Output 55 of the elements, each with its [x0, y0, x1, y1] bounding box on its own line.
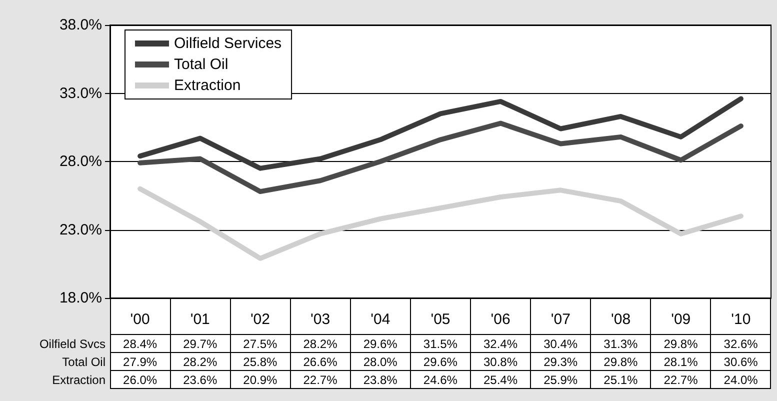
data-label: 23.6%	[170, 370, 230, 388]
y-tick-label: 38.0%	[59, 16, 102, 34]
data-label: 20.9%	[230, 370, 290, 388]
data-label: 25.8%	[230, 352, 290, 370]
data-label: 26.0%	[110, 370, 170, 388]
data-label: 24.6%	[410, 370, 470, 388]
x-tick-label: '01	[190, 311, 210, 328]
data-label: 26.6%	[290, 352, 350, 370]
data-label: 29.6%	[410, 352, 470, 370]
data-label: 29.8%	[590, 352, 651, 370]
text: Total Oil	[61, 354, 106, 370]
data-label: 32.6%	[710, 334, 771, 352]
data-label: 31.3%	[590, 334, 651, 352]
x-tick-label: '05	[430, 311, 450, 328]
data-label: 32.4%	[470, 334, 531, 352]
data-label: 23.8%	[350, 370, 410, 388]
data-label: 29.6%	[350, 334, 410, 352]
data-label: 30.6%	[710, 352, 771, 370]
text: Extraction	[51, 372, 106, 388]
data-label: 31.5%	[410, 334, 470, 352]
y-tick-label: 28.0%	[59, 153, 102, 170]
x-tick-label: '09	[671, 311, 691, 328]
data-label: 27.5%	[230, 334, 290, 352]
legend-label: Oilfield Services	[174, 35, 282, 52]
data-label: 30.8%	[470, 352, 531, 370]
data-label: 28.2%	[170, 352, 230, 370]
data-label: 28.2%	[290, 334, 350, 352]
x-tick-label: '02	[250, 311, 270, 328]
data-label: 29.7%	[170, 334, 230, 352]
data-label: 30.4%	[530, 334, 591, 352]
data-label: 24.0%	[710, 370, 771, 388]
data-label: 25.4%	[470, 370, 531, 388]
data-label: 25.9%	[530, 370, 591, 388]
data-label: 22.7%	[650, 370, 711, 388]
x-tick-label: '06	[490, 311, 510, 328]
y-tick-label: 33.0%	[59, 84, 102, 102]
data-label: 28.0%	[350, 352, 410, 370]
data-label: 29.8%	[650, 334, 711, 352]
x-tick-label: '08	[610, 311, 631, 328]
y-tick-label: 18.0%	[59, 290, 102, 306]
x-tick-label: '04	[370, 311, 390, 328]
data-label: 28.1%	[650, 352, 711, 370]
data-label: 29.3%	[530, 352, 591, 370]
x-tick-label: '03	[310, 311, 330, 328]
text: Oilfield Svcs	[38, 336, 106, 352]
x-tick-label: '07	[550, 311, 570, 328]
legend-label: Total Oil	[174, 56, 228, 73]
data-label: 28.4%	[110, 334, 170, 352]
data-label: 25.1%	[590, 370, 651, 388]
x-tick-label: '10	[731, 311, 751, 328]
data-label: 22.7%	[290, 370, 350, 388]
legend-label: Extraction	[174, 77, 241, 94]
y-tick-label: 23.0%	[59, 221, 102, 238]
data-label: 27.9%	[110, 352, 170, 370]
x-tick-label: '00	[130, 311, 150, 328]
